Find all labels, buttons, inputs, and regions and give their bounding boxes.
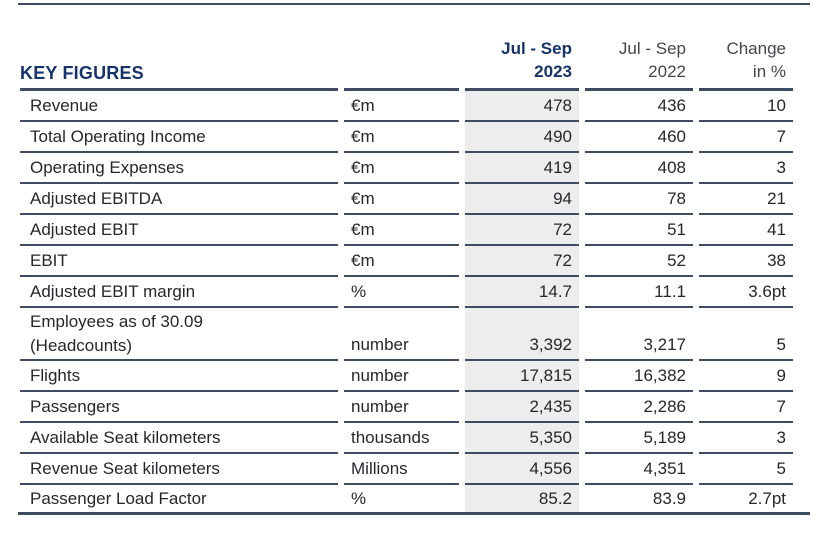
row-label: Revenue [20,91,338,122]
row-value-previous: 83.9 [652,489,686,508]
table-row: Employees as of 30.09 (Headcounts) numbe… [20,308,793,361]
unit-column-header [344,40,459,91]
row-label: Total Operating Income [20,122,338,153]
table-row: Revenue Seat kilometers Millions 4,556 4… [20,454,793,485]
current-period-line1: Jul - Sep [501,40,572,58]
row-value-current: 14.7 [465,277,579,308]
row-value-previous: 408 [585,153,693,184]
row-label: Flights [20,361,338,392]
current-period-line2: 2023 [534,62,572,81]
row-value-previous: 2,286 [585,392,693,423]
row-value-previous: 4,351 [585,454,693,485]
key-figures-table: KEY FIGURES Jul - Sep 2023 Jul - Sep 202… [20,40,793,512]
column-header-current-period: Jul - Sep 2023 [465,40,579,91]
row-unit: number [344,308,459,361]
row-value-current: 72 [465,215,579,246]
row-label: Adjusted EBITDA [20,184,338,215]
row-label-line2: (Headcounts) [30,335,133,355]
row-label: Adjusted EBIT margin [20,277,338,308]
row-value-previous: 5,189 [585,423,693,454]
change-header-line1: Change [726,40,786,58]
row-value-current: 4,556 [465,454,579,485]
row-unit: % [351,489,367,508]
row-unit: €m [344,246,459,277]
column-header-previous-period: Jul - Sep 2022 [585,40,693,91]
table-row: EBIT €m 72 52 38 [20,246,793,277]
table-row: Adjusted EBIT margin % 14.7 11.1 3.6pt [20,277,793,308]
column-header-change: Change in % [699,40,793,91]
previous-period-line2: 2022 [648,62,686,81]
row-unit: €m [344,122,459,153]
row-unit: €m [344,215,459,246]
table-row: Operating Expenses €m 419 408 3 [20,153,793,184]
row-value-change: 21 [699,184,793,215]
previous-period-line1: Jul - Sep [618,40,686,58]
row-unit: number [344,361,459,392]
row-value-change: 3 [699,423,793,454]
row-label: Adjusted EBIT [20,215,338,246]
row-value-previous: 78 [585,184,693,215]
row-value-change: 41 [699,215,793,246]
row-value-previous: 11.1 [585,277,693,308]
row-value-previous: 460 [585,122,693,153]
row-value-previous: 51 [585,215,693,246]
table-row: Passenger Load Factor % 85.2 83.9 2.7pt [20,485,793,512]
change-header-line2: in % [752,62,786,81]
row-unit: Millions [344,454,459,485]
row-value-current: 3,392 [465,308,579,361]
row-value-previous: 436 [585,91,693,122]
row-unit: €m [344,91,459,122]
row-value-change: 7 [699,122,793,153]
row-label: Passengers [20,392,338,423]
row-label-line1: Employees as of 30.09 [30,311,203,331]
row-value-previous: 3,217 [585,308,693,361]
row-value-change: 2.7pt [748,489,786,508]
row-label: Revenue Seat kilometers [20,454,338,485]
table-title: KEY FIGURES [20,40,338,91]
row-value-current: 2,435 [465,392,579,423]
table-row: Revenue €m 478 436 10 [20,91,793,122]
row-value-change: 5 [699,454,793,485]
current-period-highlight-band [465,91,579,512]
row-value-change: 3 [699,153,793,184]
row-unit: thousands [344,423,459,454]
row-value-change: 5 [699,308,793,361]
row-value-current: 17,815 [465,361,579,392]
row-value-current: 5,350 [465,423,579,454]
table-row: Adjusted EBITDA €m 94 78 21 [20,184,793,215]
row-value-current: 478 [465,91,579,122]
row-label: Employees as of 30.09 (Headcounts) [20,308,338,361]
row-value-current: 419 [465,153,579,184]
row-value-change: 7 [699,392,793,423]
row-label: Operating Expenses [20,153,338,184]
row-value-current: 72 [465,246,579,277]
row-unit: % [344,277,459,308]
bottom-rule [18,512,810,515]
table-row: Available Seat kilometers thousands 5,35… [20,423,793,454]
row-unit: number [344,392,459,423]
table-row: Passengers number 2,435 2,286 7 [20,392,793,423]
row-label: EBIT [20,246,338,277]
row-value-change: 9 [699,361,793,392]
row-label: Passenger Load Factor [30,489,207,508]
row-value-current: 94 [465,184,579,215]
top-rule [18,3,810,5]
row-label: Available Seat kilometers [20,423,338,454]
table-row: Total Operating Income €m 490 460 7 [20,122,793,153]
row-value-change: 10 [699,91,793,122]
row-unit: €m [344,153,459,184]
table-row: Adjusted EBIT €m 72 51 41 [20,215,793,246]
row-value-change: 38 [699,246,793,277]
row-value-current: 85.2 [538,489,572,508]
row-value-current: 490 [465,122,579,153]
table-row: Flights number 17,815 16,382 9 [20,361,793,392]
row-unit: €m [344,184,459,215]
row-value-previous: 52 [585,246,693,277]
row-value-change: 3.6pt [699,277,793,308]
table-header-row: KEY FIGURES Jul - Sep 2023 Jul - Sep 202… [20,40,793,91]
row-value-previous: 16,382 [585,361,693,392]
